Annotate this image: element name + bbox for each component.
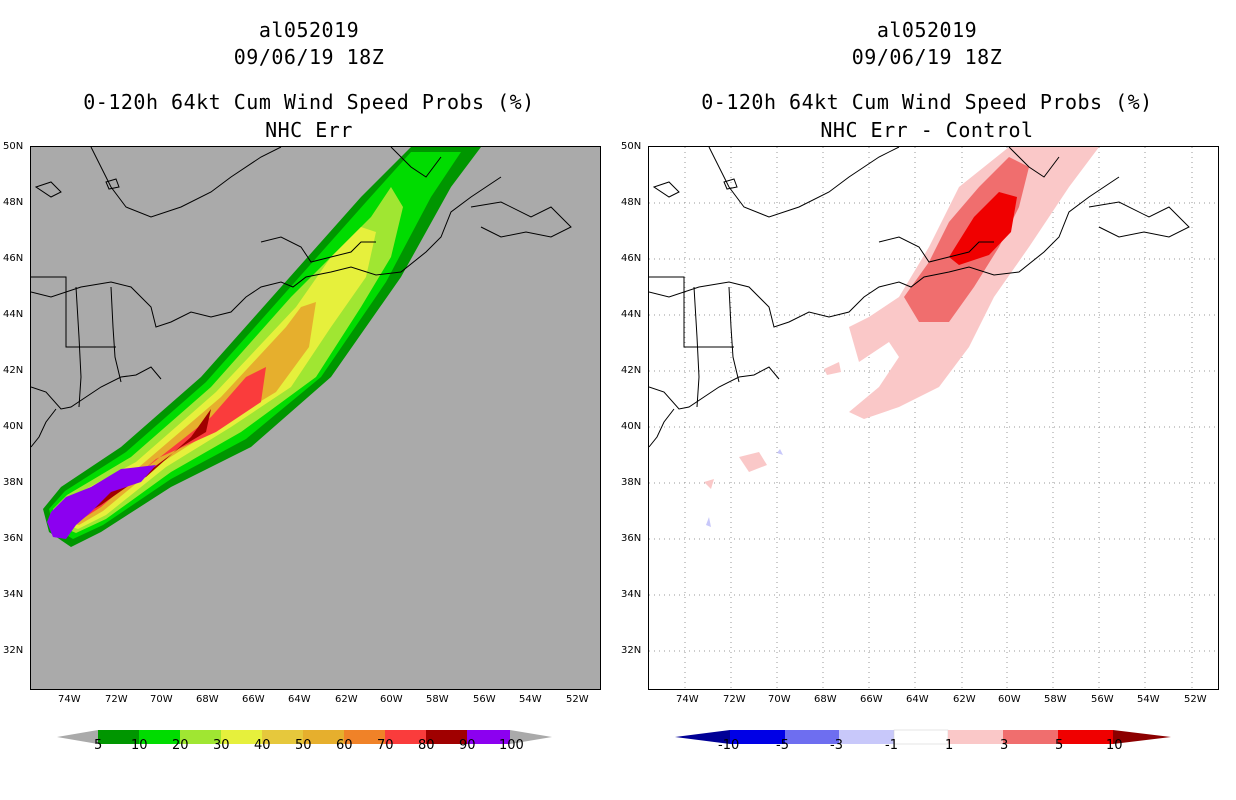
colorbar-label: 90: [459, 738, 476, 753]
lat-label: 46N: [621, 253, 642, 264]
diff-neg: [777, 449, 783, 455]
lon-label: 66W: [242, 694, 265, 705]
date-title: 09/06/19 18Z: [851, 45, 1003, 69]
swath-90: [47, 465, 156, 539]
lon-label: 72W: [723, 694, 746, 705]
lon-label: 58W: [426, 694, 449, 705]
diff-1-3-spot: [739, 452, 767, 472]
lat-label: 38N: [3, 477, 24, 488]
colorbar-label: 80: [418, 738, 435, 753]
coastlines: [31, 147, 572, 448]
product-title: 0-120h 64kt Cum Wind Speed Probs (%): [83, 90, 535, 114]
lat-label: 46N: [3, 253, 24, 264]
lon-label: 56W: [1091, 694, 1114, 705]
product-title: 0-120h 64kt Cum Wind Speed Probs (%): [701, 90, 1153, 114]
probability-colorbar: [57, 730, 552, 744]
lon-label: 60W: [380, 694, 403, 705]
lat-label: 40N: [3, 421, 24, 432]
lon-label: 68W: [196, 694, 219, 705]
lon-label: 74W: [58, 694, 81, 705]
colorbar-label: 60: [336, 738, 353, 753]
lon-label: 66W: [860, 694, 883, 705]
colorbar-label: 10: [131, 738, 148, 753]
lat-label: 42N: [3, 365, 24, 376]
date-title: 09/06/19 18Z: [233, 45, 385, 69]
lat-label: 32N: [3, 645, 24, 656]
difference-map: [648, 146, 1219, 690]
swath-20: [53, 187, 403, 533]
colorbar-label: 20: [172, 738, 189, 753]
colorbar-label: 100: [499, 738, 524, 753]
difference-colorbar: [675, 729, 1171, 745]
lat-label: 42N: [621, 365, 642, 376]
colorbar-label: 5: [1055, 738, 1064, 753]
probability-map: [30, 146, 601, 690]
lon-label: 58W: [1044, 694, 1067, 705]
colorbar-label: 10: [1106, 738, 1123, 753]
lon-label: 54W: [1137, 694, 1160, 705]
left-panel: al052019 09/06/19 18Z 0-120h 64kt Cum Wi…: [3, 18, 601, 753]
colorbar-label: -5: [776, 738, 789, 753]
lat-label: 44N: [621, 309, 642, 320]
diff-1-3-spot3: [704, 479, 714, 489]
right-panel: al052019 09/06/19 18Z 0-120h 64kt Cum Wi…: [618, 0, 1236, 800]
lon-label: 64W: [906, 694, 929, 705]
colorbar-label: 1: [945, 738, 954, 753]
lat-label: 36N: [3, 533, 24, 544]
lon-label: 64W: [288, 694, 311, 705]
lat-label: 34N: [3, 589, 24, 600]
lat-label: 38N: [621, 477, 642, 488]
diff-5-10: [949, 192, 1017, 265]
lon-label: 68W: [814, 694, 837, 705]
lon-label: 52W: [566, 694, 589, 705]
lon-label: 74W: [676, 694, 699, 705]
colorbar-label: -10: [718, 738, 740, 753]
lat-label: 34N: [621, 589, 642, 600]
storm-id-title: al052019: [258, 18, 360, 42]
storm-id-title: al052019: [876, 18, 978, 42]
colorbar-label: 50: [295, 738, 312, 753]
lat-label: 48N: [3, 197, 24, 208]
lon-label: 70W: [768, 694, 791, 705]
graticule: [649, 147, 1218, 689]
subtitle: NHC Err - Control: [820, 118, 1034, 142]
lon-label: 60W: [998, 694, 1021, 705]
lat-label: 44N: [3, 309, 24, 320]
lon-label: 70W: [150, 694, 173, 705]
colorbar-label: -3: [830, 738, 843, 753]
lon-label: 72W: [105, 694, 128, 705]
colorbar-label: -1: [885, 738, 898, 753]
colorbar-label: 40: [254, 738, 271, 753]
colorbar-label: 70: [377, 738, 394, 753]
map-canvas: [649, 147, 1218, 689]
diff-neg2: [706, 517, 711, 527]
lat-label: 36N: [621, 533, 642, 544]
lon-label: 62W: [953, 694, 976, 705]
lat-label: 40N: [621, 421, 642, 432]
lat-label: 48N: [621, 197, 642, 208]
lon-label: 56W: [473, 694, 496, 705]
lon-label: 52W: [1184, 694, 1207, 705]
lat-label: 32N: [621, 645, 642, 656]
lat-label: 50N: [621, 141, 642, 152]
colorbar-label: 5: [94, 738, 103, 753]
lon-label: 62W: [335, 694, 358, 705]
coastlines: [649, 147, 1190, 448]
lat-label: 50N: [3, 141, 24, 152]
colorbar-label: 3: [1000, 738, 1009, 753]
diff-1-3-spot2: [824, 362, 841, 375]
colorbar-label: 30: [213, 738, 230, 753]
map-canvas: [31, 147, 572, 547]
lon-label: 54W: [519, 694, 542, 705]
subtitle: NHC Err: [265, 118, 353, 142]
